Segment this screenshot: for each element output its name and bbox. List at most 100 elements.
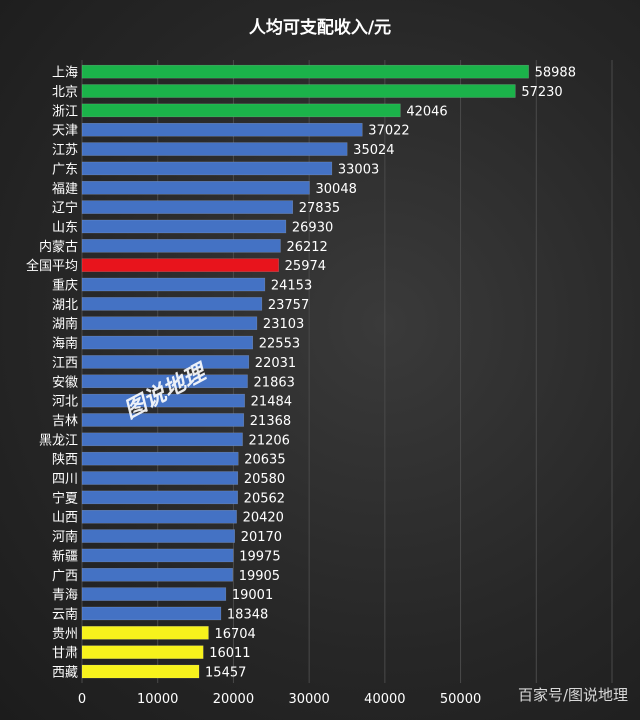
category-label: 甘肃 bbox=[52, 646, 78, 661]
bar bbox=[81, 200, 294, 214]
category-label: 江西 bbox=[52, 356, 78, 371]
value-label: 19001 bbox=[232, 588, 273, 603]
value-label: 21484 bbox=[251, 395, 292, 410]
value-label: 19905 bbox=[239, 569, 280, 584]
value-label: 18348 bbox=[227, 607, 268, 622]
bars bbox=[81, 64, 529, 679]
value-label: 30048 bbox=[316, 182, 357, 197]
value-label: 26212 bbox=[286, 240, 327, 255]
bar bbox=[81, 277, 266, 292]
x-tick-label: 30000 bbox=[288, 692, 329, 707]
category-label: 云南 bbox=[52, 606, 78, 622]
value-label: 16011 bbox=[209, 646, 250, 661]
value-label: 20580 bbox=[244, 472, 285, 487]
bar bbox=[81, 509, 237, 524]
category-label: 安徽 bbox=[52, 375, 78, 390]
bar bbox=[81, 490, 238, 505]
category-label: 河北 bbox=[52, 395, 78, 410]
category-label: 贵州 bbox=[52, 627, 78, 642]
category-label: 宁夏 bbox=[52, 490, 78, 506]
category-label: 湖北 bbox=[52, 298, 78, 313]
bar bbox=[81, 161, 333, 176]
bar bbox=[81, 64, 529, 79]
value-label: 33003 bbox=[338, 162, 379, 177]
bar bbox=[81, 587, 227, 601]
category-label: 陕西 bbox=[52, 453, 78, 468]
value-label: 22031 bbox=[255, 356, 296, 371]
bar bbox=[81, 626, 209, 640]
bar bbox=[81, 181, 310, 195]
value-label: 21206 bbox=[249, 433, 290, 448]
bar bbox=[81, 451, 239, 466]
category-label: 山西 bbox=[52, 511, 78, 526]
category-label: 四川 bbox=[52, 472, 78, 487]
category-label: 江苏 bbox=[52, 142, 78, 158]
bar bbox=[81, 316, 258, 330]
category-label: 海南 bbox=[52, 336, 78, 352]
value-label: 23103 bbox=[263, 317, 304, 332]
value-label: 21368 bbox=[250, 414, 291, 429]
value-label: 20170 bbox=[241, 530, 282, 545]
category-label: 辽宁 bbox=[52, 200, 78, 216]
value-label: 57230 bbox=[521, 85, 562, 100]
category-labels: 上海北京浙江天津江苏广东福建辽宁山东内蒙古全国平均重庆湖北湖南海南江西安徽河北吉… bbox=[26, 66, 78, 681]
bar bbox=[81, 297, 263, 311]
bar bbox=[81, 432, 243, 447]
value-label: 21863 bbox=[254, 375, 295, 390]
value-label: 15457 bbox=[205, 666, 246, 681]
bar bbox=[81, 142, 348, 156]
value-label: 37022 bbox=[368, 124, 409, 139]
category-label: 青海 bbox=[52, 588, 78, 603]
value-label: 58988 bbox=[535, 66, 576, 81]
value-labels: 58988 57230 42046 37022 35024 33003 30048 27835… bbox=[205, 66, 576, 681]
value-label: 16704 bbox=[214, 627, 255, 642]
value-label: 23757 bbox=[268, 298, 309, 313]
value-label: 19975 bbox=[239, 549, 280, 564]
category-label: 天津 bbox=[52, 124, 78, 139]
category-label: 重庆 bbox=[52, 278, 78, 294]
bar bbox=[81, 393, 245, 408]
category-label: 北京 bbox=[52, 85, 78, 100]
value-label: 27835 bbox=[299, 201, 340, 216]
category-label: 黑龙江 bbox=[39, 433, 78, 448]
chart-title: 人均可支配收入/元 bbox=[249, 17, 391, 38]
bar bbox=[81, 84, 516, 98]
bar bbox=[81, 471, 239, 485]
bar bbox=[81, 103, 401, 118]
bar bbox=[81, 122, 363, 137]
category-label: 西藏 bbox=[52, 666, 78, 681]
bar bbox=[81, 568, 233, 582]
value-label: 20562 bbox=[244, 491, 285, 506]
value-label: 42046 bbox=[406, 104, 447, 119]
category-label: 福建 bbox=[52, 182, 78, 197]
category-label: 湖南 bbox=[52, 316, 78, 332]
bar bbox=[81, 413, 245, 427]
value-label: 26930 bbox=[292, 220, 333, 235]
bar bbox=[81, 374, 248, 389]
category-label: 河南 bbox=[52, 529, 78, 545]
value-label: 35024 bbox=[353, 143, 394, 158]
category-label: 内蒙古 bbox=[39, 239, 78, 255]
category-label: 浙江 bbox=[52, 104, 78, 119]
value-label: 22553 bbox=[259, 337, 300, 352]
bar bbox=[81, 529, 235, 543]
watermark-text: 百家号/图说地理 bbox=[518, 686, 628, 704]
category-label: 新疆 bbox=[52, 548, 78, 564]
bar bbox=[81, 606, 222, 621]
x-tick-label: 0 bbox=[78, 692, 86, 707]
bar bbox=[81, 335, 254, 350]
x-tick-label: 40000 bbox=[364, 692, 405, 707]
bar bbox=[81, 645, 204, 659]
bar bbox=[81, 239, 281, 253]
bar bbox=[81, 664, 200, 679]
value-label: 20420 bbox=[243, 511, 284, 526]
value-label: 25974 bbox=[285, 259, 326, 274]
category-label: 全国平均 bbox=[26, 258, 78, 274]
x-tick-label: 10000 bbox=[137, 692, 178, 707]
bar bbox=[81, 219, 287, 234]
category-label: 山东 bbox=[52, 220, 78, 235]
x-tick-labels: 0 10000 20000 30000 40000 50000 bbox=[78, 692, 481, 707]
value-label: 20635 bbox=[244, 453, 285, 468]
category-label: 吉林 bbox=[52, 414, 78, 429]
